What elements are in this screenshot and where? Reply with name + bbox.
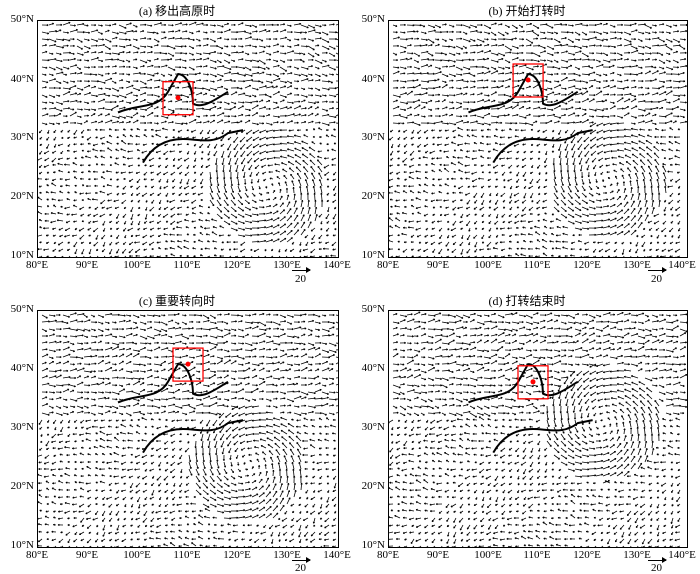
lon-label: 90°E (426, 549, 450, 561)
vortex-box (172, 347, 204, 382)
yellow-river-line (468, 363, 579, 404)
reference-vector-label: 20 (295, 273, 306, 285)
lon-label: 120°E (223, 549, 251, 561)
panel-d-wind-field (389, 311, 687, 547)
lon-label: 100°E (474, 549, 502, 561)
lat-label: 30°N (10, 131, 34, 143)
vortex-box (517, 365, 549, 400)
lat-label: 50°N (10, 303, 34, 315)
vortex-box (512, 63, 544, 98)
lon-label: 120°E (223, 259, 251, 271)
panel-d-title: (d) 打转结束时 (488, 294, 566, 308)
reference-vector-label: 20 (651, 273, 662, 285)
panel-c-map (37, 310, 339, 548)
lat-label: 20°N (10, 480, 34, 492)
lat-label: 20°N (361, 480, 385, 492)
lat-label: 30°N (10, 421, 34, 433)
yangtze-river-line (142, 419, 244, 454)
lat-label: 10°N (10, 539, 34, 551)
lon-label: 120°E (573, 549, 601, 561)
panel-a-title: (a) 移出高原时 (138, 4, 216, 18)
lon-label: 140°E (668, 259, 696, 271)
lon-label: 100°E (123, 549, 151, 561)
wind-vectors (389, 311, 687, 547)
lon-label: 80°E (25, 259, 49, 271)
lon-label: 100°E (123, 259, 151, 271)
lon-label: 90°E (426, 259, 450, 271)
lon-label: 90°E (75, 259, 99, 271)
lat-label: 20°N (10, 190, 34, 202)
lon-label: 130°E (623, 549, 651, 561)
yangtze-river-line (492, 419, 593, 454)
reference-vector-arrow (648, 557, 667, 563)
lon-label: 110°E (173, 259, 201, 271)
lon-label: 130°E (273, 549, 301, 561)
lat-label: 30°N (361, 131, 385, 143)
lat-label: 50°N (361, 13, 385, 25)
lat-label: 50°N (10, 13, 34, 25)
vortex-box (162, 81, 194, 116)
lon-label: 80°E (376, 259, 400, 271)
lon-label: 110°E (523, 549, 551, 561)
lon-label: 140°E (323, 549, 351, 561)
reference-vector-arrow (292, 267, 311, 273)
yellow-river-line (117, 73, 229, 114)
lon-label: 110°E (173, 549, 201, 561)
panel-a-map (37, 20, 339, 258)
yangtze-river-line (142, 129, 244, 164)
lon-label: 80°E (25, 549, 49, 561)
reference-vector-label: 20 (651, 562, 662, 574)
lat-label: 10°N (10, 249, 34, 261)
lon-label: 100°E (474, 259, 502, 271)
lat-label: 40°N (10, 73, 34, 85)
yangtze-river-line (492, 129, 593, 164)
wind-vectors (389, 22, 687, 257)
yellow-river-line (468, 73, 579, 114)
lon-label: 120°E (573, 259, 601, 271)
lat-label: 10°N (361, 249, 385, 261)
lat-label: 20°N (361, 190, 385, 202)
panel-c-wind-field (38, 312, 338, 547)
lon-label: 140°E (323, 259, 351, 271)
panel-b-wind-field (389, 22, 687, 257)
lon-label: 130°E (273, 259, 301, 271)
panel-b-title: (b) 开始打转时 (488, 4, 566, 18)
vortex-center-marker (175, 95, 181, 101)
wind-vectors (38, 21, 338, 257)
panel-d-map (388, 310, 688, 548)
reference-vector-label: 20 (295, 562, 306, 574)
reference-vector-arrow (648, 267, 667, 273)
lon-label: 130°E (623, 259, 651, 271)
vortex-center-marker (525, 77, 531, 83)
lon-label: 80°E (376, 549, 400, 561)
lat-label: 40°N (10, 362, 34, 374)
vortex-center-marker (530, 379, 536, 385)
wind-vectors (38, 312, 338, 547)
lon-label: 90°E (75, 549, 99, 561)
lat-label: 50°N (361, 303, 385, 315)
lon-label: 140°E (668, 549, 696, 561)
panel-a-wind-field (38, 21, 338, 257)
yellow-river-line (117, 363, 229, 404)
lat-label: 40°N (361, 73, 385, 85)
lat-label: 10°N (361, 539, 385, 551)
panel-b-map (388, 20, 688, 258)
panel-c-title: (c) 重要转向时 (138, 294, 216, 308)
lat-label: 40°N (361, 362, 385, 374)
lat-label: 30°N (361, 421, 385, 433)
lon-label: 110°E (523, 259, 551, 271)
vortex-center-marker (185, 361, 191, 367)
reference-vector-arrow (292, 557, 311, 563)
